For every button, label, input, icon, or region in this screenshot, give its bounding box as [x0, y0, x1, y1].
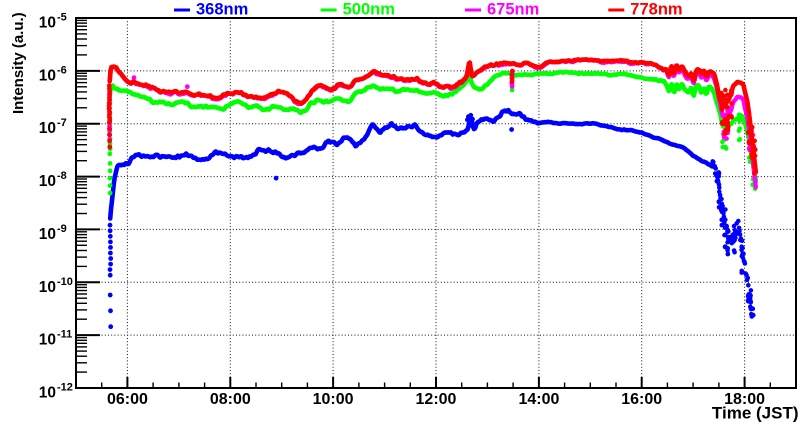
svg-text:10: 10	[39, 120, 56, 137]
svg-text:-7: -7	[57, 117, 67, 129]
svg-text:10: 10	[39, 67, 56, 84]
svg-text:18:00: 18:00	[724, 391, 765, 408]
svg-text:778nm: 778nm	[630, 0, 682, 18]
svg-text:10:00: 10:00	[313, 391, 354, 408]
svg-text:-5: -5	[57, 12, 67, 24]
svg-text:10: 10	[39, 385, 56, 402]
svg-text:500nm: 500nm	[343, 0, 395, 18]
svg-text:12:00: 12:00	[416, 391, 457, 408]
svg-text:-12: -12	[57, 382, 73, 394]
svg-text:06:00: 06:00	[107, 391, 148, 408]
svg-text:16:00: 16:00	[621, 391, 662, 408]
svg-text:368nm: 368nm	[196, 0, 248, 18]
svg-text:-6: -6	[57, 64, 67, 76]
svg-text:10: 10	[39, 173, 56, 190]
svg-text:10: 10	[39, 279, 56, 296]
svg-text:10: 10	[39, 332, 56, 349]
svg-text:10: 10	[39, 15, 56, 32]
svg-text:08:00: 08:00	[210, 391, 251, 408]
svg-text:Intensity (a.u.): Intensity (a.u.)	[10, 12, 27, 114]
svg-text:-8: -8	[57, 170, 67, 182]
svg-text:675nm: 675nm	[487, 0, 539, 18]
svg-text:14:00: 14:00	[518, 391, 559, 408]
svg-text:10: 10	[39, 226, 56, 243]
svg-text:-11: -11	[57, 329, 72, 341]
svg-text:-9: -9	[57, 223, 67, 235]
svg-text:Time (JST): Time (JST)	[712, 404, 799, 423]
svg-text:-10: -10	[57, 276, 73, 288]
